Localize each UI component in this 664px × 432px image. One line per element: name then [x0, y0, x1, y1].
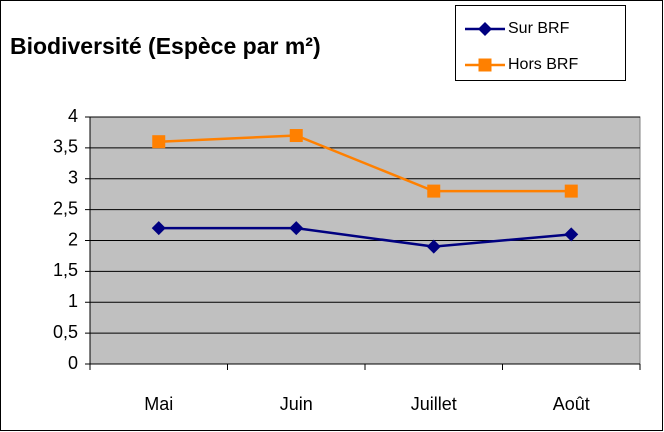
- y-tick-label: 0: [68, 353, 78, 373]
- y-tick-label: 0,5: [53, 322, 78, 342]
- legend-label: Sur BRF: [508, 20, 570, 37]
- series-line: [158, 134, 572, 193]
- legend-label: Hors BRF: [508, 56, 578, 73]
- x-tick-label: Juin: [280, 394, 313, 414]
- y-tick-label: 3: [68, 168, 78, 188]
- data-point: [564, 184, 578, 198]
- data-point: [152, 135, 166, 149]
- data-point: [427, 184, 441, 198]
- y-tick-label: 2: [68, 229, 78, 249]
- legend-marker: [478, 22, 492, 36]
- data-point: [289, 221, 304, 236]
- y-tick-label: 4: [68, 106, 78, 126]
- x-tick-label: Mai: [144, 394, 173, 414]
- legend-marker: [478, 58, 492, 72]
- y-tick-label: 3,5: [53, 137, 78, 157]
- y-tick-label: 1: [68, 291, 78, 311]
- x-tick-label: Août: [553, 394, 590, 414]
- chart-title: Biodiversité (Espèce par m²): [10, 33, 321, 59]
- data-point: [426, 239, 441, 254]
- series-line: [158, 226, 572, 248]
- y-tick-label: 1,5: [53, 260, 78, 280]
- x-tick-label: Juillet: [411, 394, 457, 414]
- data-point: [564, 227, 579, 242]
- data-point: [151, 221, 166, 236]
- y-tick-label: 2,5: [53, 198, 78, 218]
- data-point: [289, 129, 303, 143]
